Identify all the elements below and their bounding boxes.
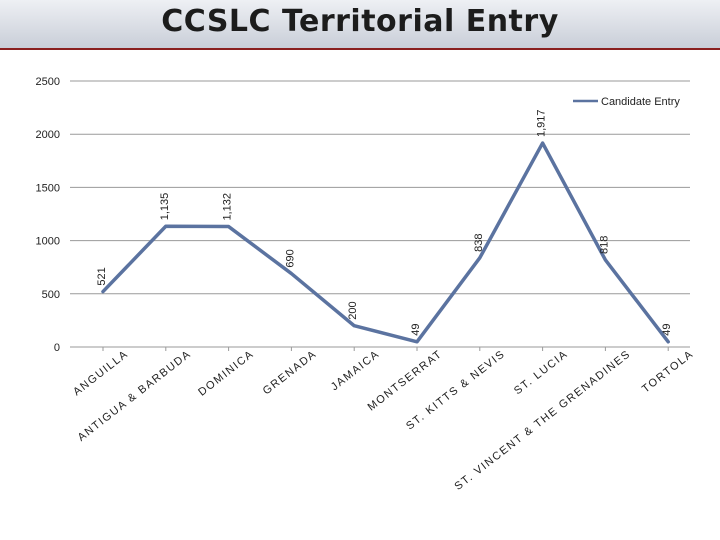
y-tick-label: 2500 xyxy=(36,76,60,88)
data-point xyxy=(542,142,544,144)
legend-label: Candidate Entry xyxy=(601,96,680,108)
data-point xyxy=(228,226,230,228)
data-label: 690 xyxy=(284,249,296,267)
x-tick-label: ST. LUCIA xyxy=(512,348,570,397)
y-axis-tick-labels: 0 500 1000 1500 2000 2500 xyxy=(36,76,60,354)
page-title: CCSLC Territorial Entry xyxy=(161,4,559,39)
y-tick-label: 0 xyxy=(54,342,60,354)
data-point xyxy=(165,225,167,227)
x-tick-label: JAMAICA xyxy=(329,348,382,393)
data-label: 49 xyxy=(410,324,422,336)
y-tick-label: 2000 xyxy=(36,129,60,141)
x-tick-label: ANGUILLA xyxy=(71,348,131,398)
data-label: 200 xyxy=(347,301,359,319)
y-tick-label: 500 xyxy=(42,289,60,301)
data-label: 1,917 xyxy=(536,109,548,137)
data-point xyxy=(416,341,418,343)
series-lines xyxy=(101,141,670,344)
x-tick-label: ST. KITTS & NEVIS xyxy=(404,348,508,433)
data-point xyxy=(102,291,104,293)
x-tick-label: DOMINICA xyxy=(196,348,256,399)
data-label: 1,135 xyxy=(159,193,171,221)
data-point xyxy=(604,259,606,261)
data-label: 1,132 xyxy=(222,193,234,221)
data-point xyxy=(290,273,292,275)
gridlines xyxy=(70,80,690,348)
x-tick-label: ANTIGUA & BARBUDA xyxy=(76,348,194,444)
data-label: 838 xyxy=(473,233,485,251)
x-tick-label: GRENADA xyxy=(261,348,320,397)
data-label: 818 xyxy=(598,236,610,254)
title-bar: CCSLC Territorial Entry xyxy=(0,0,720,50)
data-label: 521 xyxy=(96,267,108,285)
data-point xyxy=(479,257,481,259)
series-line xyxy=(101,141,670,344)
data-labels: 521 1,135 1,132 690 200 49 838 1,917 818 49 xyxy=(96,109,673,335)
legend: Candidate Entry xyxy=(573,96,680,108)
x-tick-label: TORTOLA xyxy=(640,348,696,396)
data-point xyxy=(667,341,669,343)
data-label: 49 xyxy=(661,324,673,336)
y-tick-label: 1500 xyxy=(36,182,60,194)
data-point xyxy=(353,325,355,327)
y-tick-label: 1000 xyxy=(36,236,60,248)
